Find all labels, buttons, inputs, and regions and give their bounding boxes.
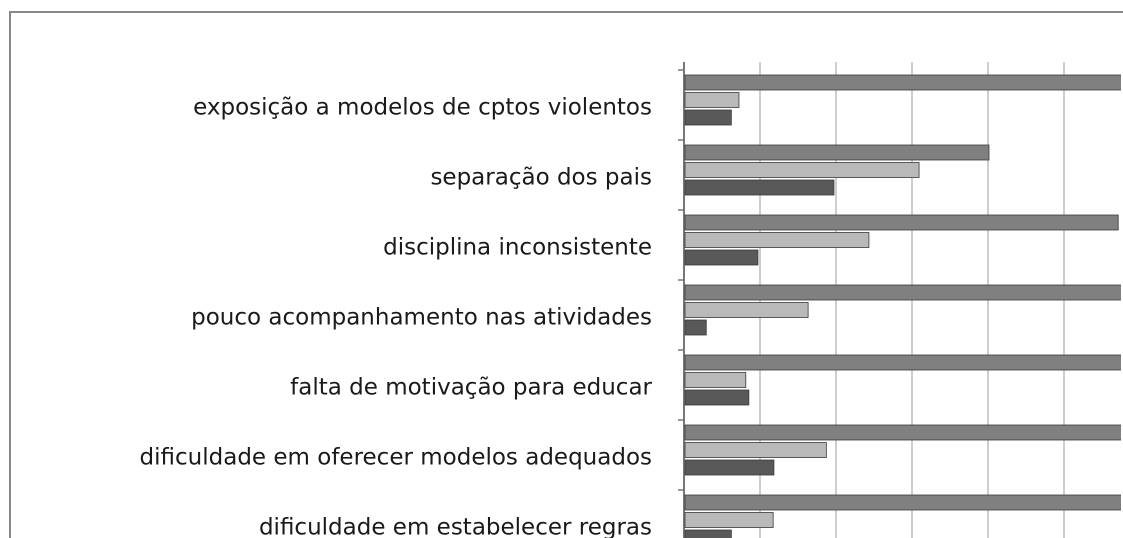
- bar: [684, 214, 1119, 231]
- bar: [684, 74, 1121, 91]
- chart-frame: [9, 11, 1123, 538]
- plot-area: [683, 62, 1121, 538]
- bar: [684, 459, 775, 476]
- bar: [684, 179, 835, 196]
- bar: [684, 109, 732, 126]
- bar: [684, 389, 750, 406]
- bar: [684, 232, 870, 248]
- bar: [684, 144, 990, 161]
- y-tick-label: dificuldade em oferecer modelos adequado…: [140, 445, 652, 471]
- bar: [684, 442, 827, 458]
- y-tick-label: falta de motivação para educar: [290, 375, 652, 401]
- bar: [684, 284, 1121, 301]
- bar: [684, 494, 1121, 511]
- bar: [684, 512, 774, 528]
- bar: [684, 302, 809, 318]
- y-tick-label: pouco acompanhamento nas atividades: [191, 305, 652, 331]
- bar: [684, 162, 920, 178]
- y-tick-label: disciplina inconsistente: [383, 235, 652, 261]
- bar: [684, 354, 1121, 371]
- bar: [684, 249, 759, 266]
- bar: [684, 319, 707, 336]
- bar: [684, 92, 740, 108]
- bar: [684, 529, 732, 538]
- bar: [684, 424, 1121, 441]
- y-tick-label: separação dos pais: [430, 165, 652, 191]
- bar: [684, 372, 747, 388]
- y-tick-label: dificuldade em estabelecer regras: [259, 515, 652, 538]
- y-tick-label: exposição a modelos de cptos violentos: [193, 95, 652, 121]
